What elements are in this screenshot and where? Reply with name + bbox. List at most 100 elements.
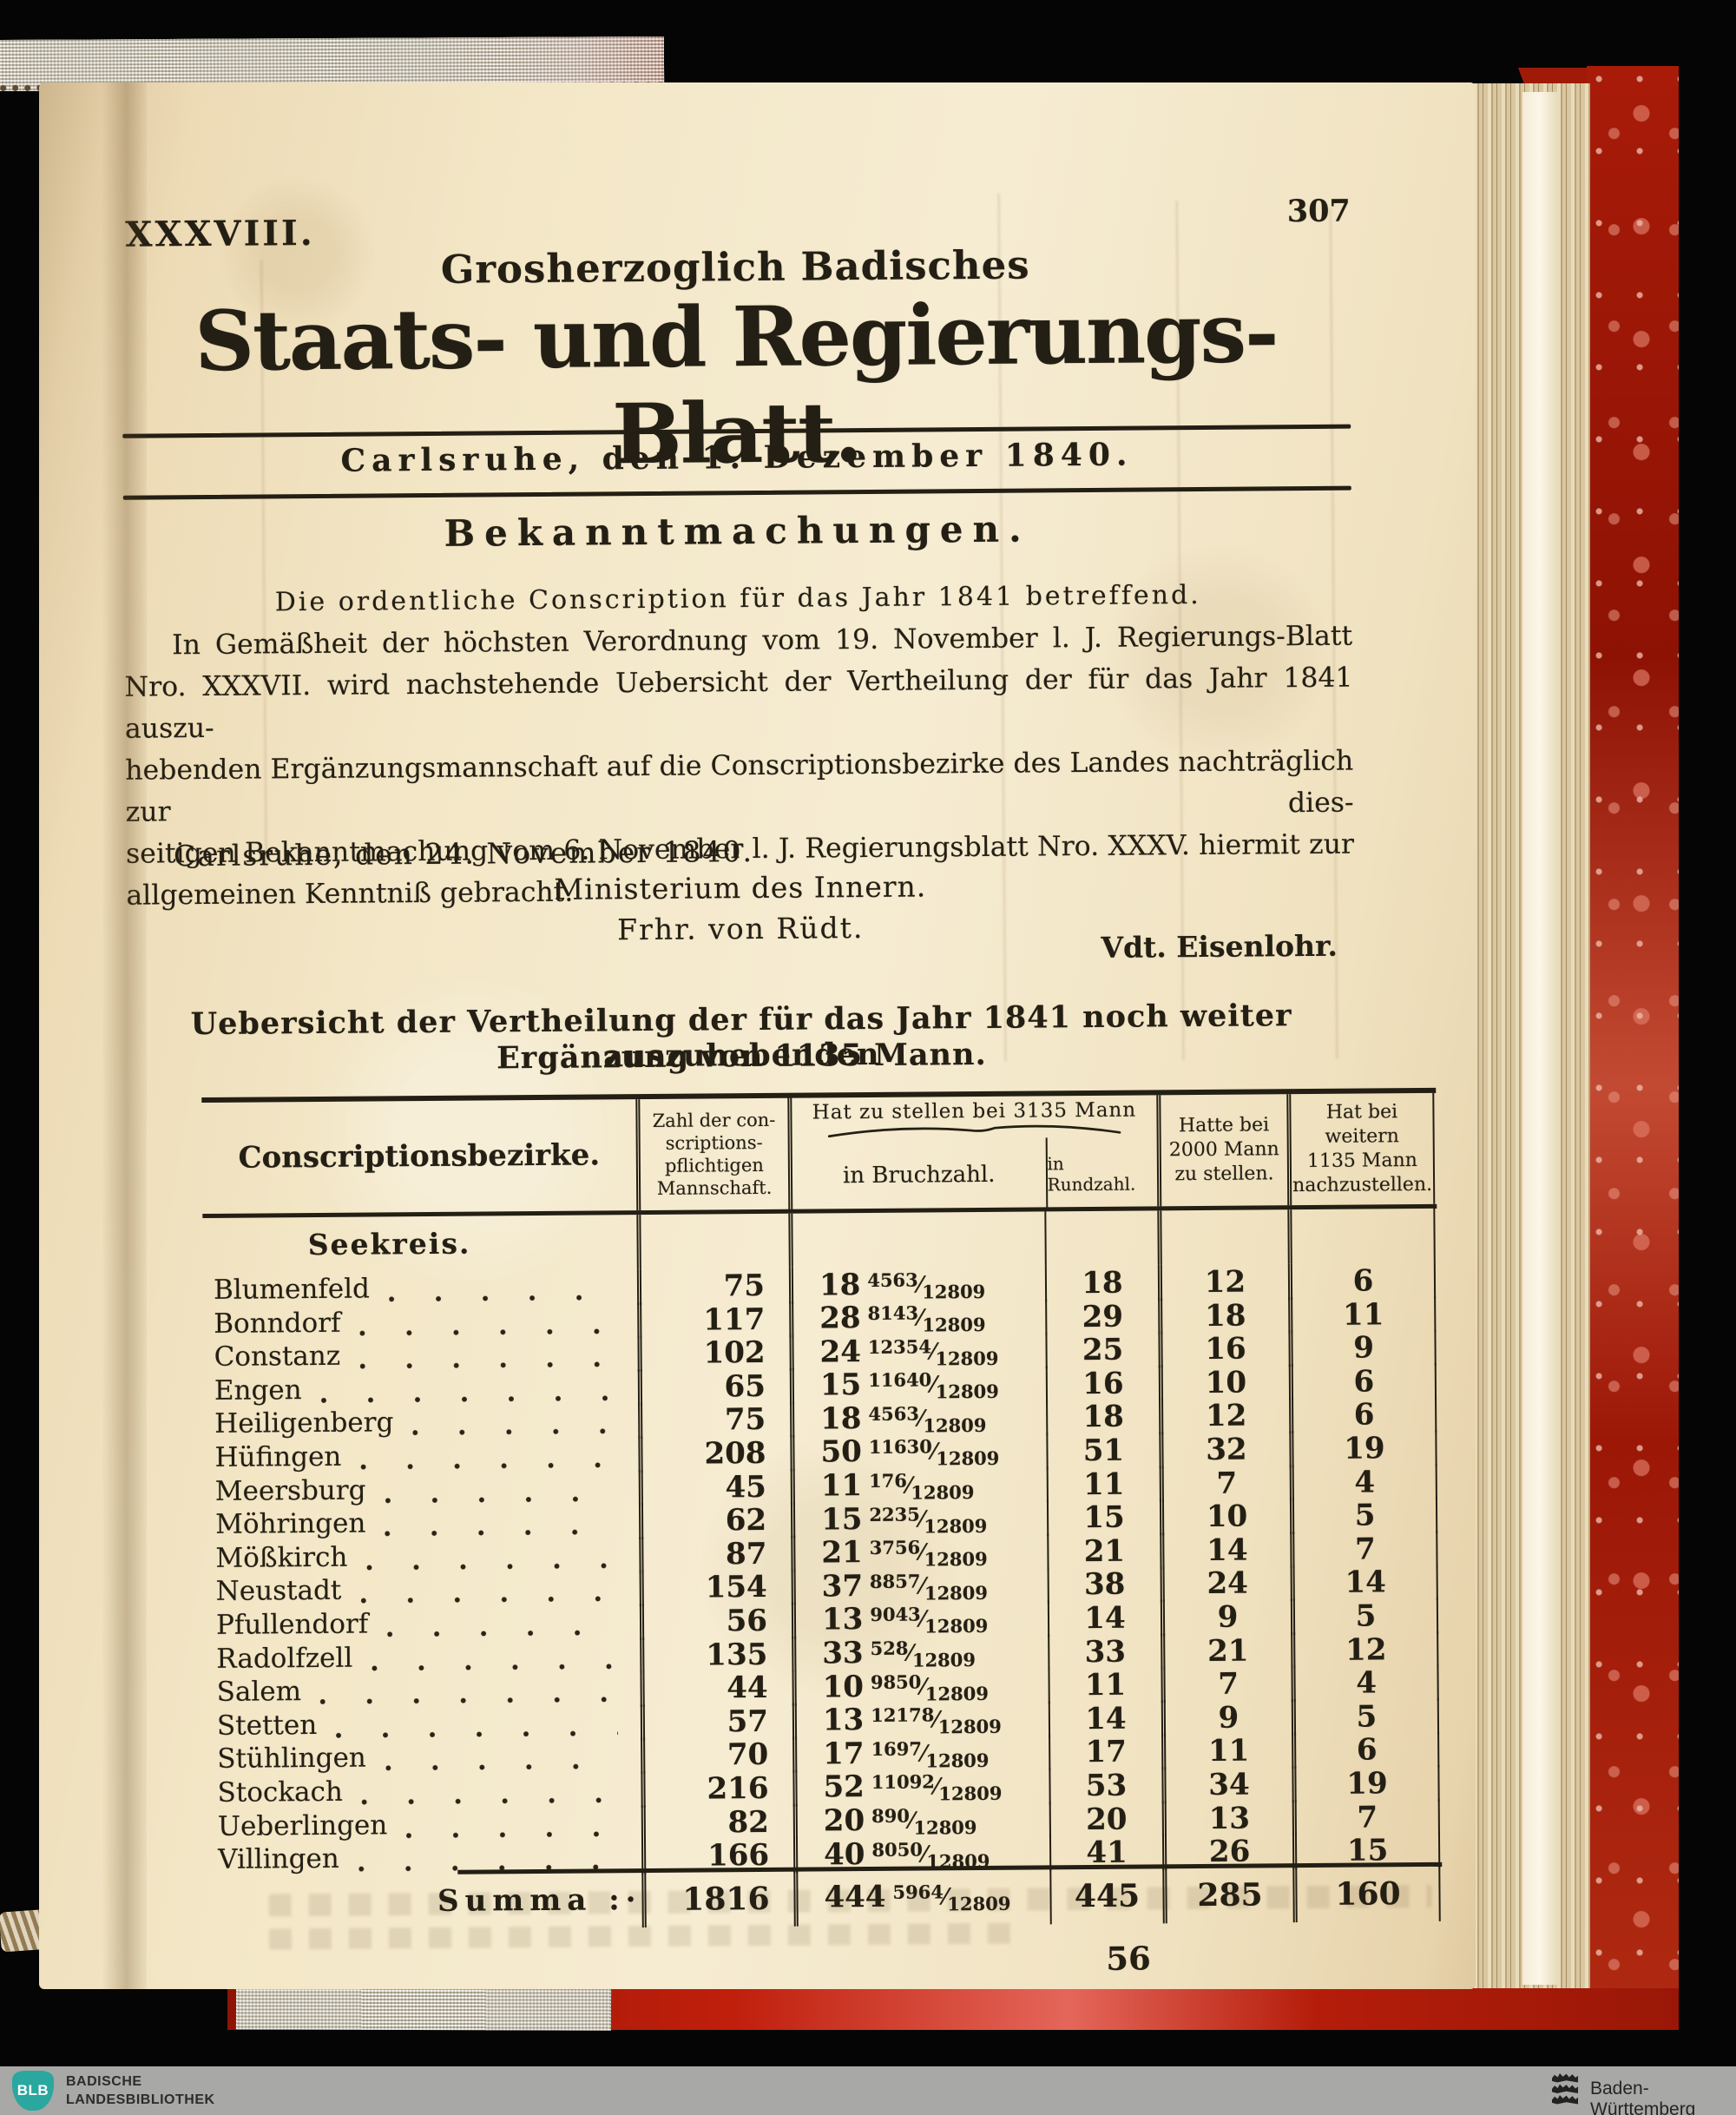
district-name: Möhringen [214, 1507, 366, 1541]
col-header-districts: Conscriptionsbezirke. [238, 1137, 601, 1176]
district-name-cell: Villingen [207, 1835, 641, 1881]
fraction-cell: 1117612809 [795, 1466, 1047, 1504]
blb-library-name: BADISCHE LANDESBIBLIOTHEK [66, 2072, 215, 2109]
col-header-count: Zahl der con- scriptions- pflichtigen Ma… [652, 1109, 776, 1199]
had-value: 14 [1207, 1532, 1248, 1568]
fraction-cell: 10985012809 [796, 1668, 1048, 1705]
count-value: 56 [726, 1603, 768, 1639]
brace-icon [827, 1124, 1121, 1138]
district-name: Stühlingen [217, 1742, 366, 1776]
count-value: 82 [727, 1804, 769, 1840]
fraction-cell: 2089012809 [798, 1802, 1049, 1839]
round-value: 29 [1082, 1299, 1124, 1334]
addl-value: 5 [1355, 1598, 1377, 1634]
lion-icon [1552, 2073, 1578, 2083]
district-name: Bonndorf [214, 1307, 341, 1340]
fraction-cell: 17169712809 [797, 1735, 1049, 1772]
addl-value: 9 [1353, 1330, 1375, 1366]
district-name: Engen [214, 1374, 302, 1407]
had-value: 34 [1208, 1767, 1250, 1802]
count-value: 44 [727, 1670, 768, 1706]
addl-value: 11 [1342, 1296, 1384, 1333]
district-name: Blumenfeld [213, 1273, 371, 1306]
table-header-row: Conscriptionsbezirke. Zahl der con- scri… [201, 1091, 1437, 1219]
round-value: 51 [1082, 1433, 1125, 1469]
body-line: Nro. XXXVII. wird nachstehende Uebersich… [124, 662, 1353, 745]
count-value: 70 [727, 1737, 769, 1773]
count-value: 208 [704, 1435, 766, 1472]
col-header-bruchzahl: in Bruchzahl. [842, 1161, 996, 1189]
section-heading: Bekanntmachungen. [444, 507, 1031, 555]
group-subheaders: in Bruchzahl. in Rundzahl. [792, 1137, 1158, 1212]
district-name: Salem [216, 1676, 302, 1709]
sheet-number: 56 [1106, 1939, 1152, 1978]
rule-divider [122, 485, 1351, 500]
count-value: 62 [725, 1503, 767, 1538]
addl-value: 6 [1356, 1732, 1378, 1768]
fraction-cell: 15223512809 [795, 1500, 1047, 1538]
count-value: 45 [725, 1469, 766, 1505]
blb-logo: BLB [12, 2071, 54, 2111]
had-value: 12 [1204, 1264, 1246, 1300]
fraction-cell: 37885712809 [796, 1567, 1048, 1604]
had-value: 12 [1205, 1398, 1247, 1434]
blb-logo-text: BLB [16, 2082, 49, 2099]
count-value: 87 [725, 1536, 767, 1572]
fraction-cell: 521109212809 [797, 1769, 1049, 1806]
count-value: 75 [723, 1268, 766, 1304]
count-value: 216 [707, 1770, 769, 1807]
body-line: hebenden Ergänzungsmannschaft auf die Co… [125, 745, 1354, 828]
round-value: 20 [1085, 1802, 1128, 1837]
round-value: 18 [1082, 1400, 1124, 1435]
had-value: 7 [1218, 1666, 1240, 1702]
had-value: 32 [1206, 1432, 1247, 1467]
fraction-cell: 13904312809 [796, 1601, 1048, 1638]
blb-line1: BADISCHE [66, 2074, 142, 2089]
district-name: Stetten [216, 1709, 318, 1742]
round-value: 11 [1082, 1466, 1125, 1502]
round-value: 33 [1084, 1634, 1127, 1670]
fraction-cell: 18456312809 [794, 1400, 1046, 1437]
addl-value: 4 [1354, 1464, 1376, 1500]
addl-value: 4 [1356, 1665, 1378, 1701]
round-value: 14 [1085, 1701, 1127, 1736]
had-value: 10 [1206, 1499, 1248, 1535]
place-date: Carlsruhe, den 24. November 1840. [173, 834, 754, 873]
blb-line2: LANDESBIBLIOTHEK [66, 2092, 215, 2107]
count-value: 75 [724, 1402, 766, 1438]
addl-value: 12 [1345, 1631, 1387, 1668]
count-value: 154 [705, 1570, 767, 1605]
group-header-label: Hat zu stellen bei 3135 Mann [812, 1098, 1137, 1124]
addl-value: 7 [1354, 1532, 1376, 1567]
section-row: Seekreis. [202, 1208, 1437, 1272]
round-value: 38 [1083, 1567, 1126, 1603]
round-value: 15 [1083, 1499, 1125, 1536]
col-header-had: Hatte bei 2000 Mann zu stellen. [1168, 1114, 1279, 1186]
page-fore-edge [1522, 92, 1557, 1985]
fraction-cell: 3352812809 [796, 1634, 1048, 1671]
subject-line: Die ordentliche Conscription für das Jah… [274, 579, 1201, 618]
addl-value: 6 [1353, 1364, 1375, 1400]
section-label: Seekreis. [307, 1226, 471, 1262]
district-name: Hüfingen [214, 1440, 342, 1473]
round-value: 16 [1082, 1366, 1124, 1401]
table-body: Blumenfeld 75 18456312809 18 12 6 [203, 1262, 1442, 1875]
summa-had: 285 [1197, 1876, 1263, 1914]
col-header-group: Hat zu stellen bei 3135 Mann in Bruchzah… [787, 1091, 1158, 1213]
fraction-cell: 131217812809 [797, 1702, 1049, 1739]
summa-round: 445 [1074, 1877, 1141, 1914]
count-value: 102 [703, 1335, 766, 1371]
summa-fraction: 444596412809 [798, 1879, 1049, 1916]
had-value: 10 [1205, 1365, 1247, 1400]
addl-value: 6 [1352, 1263, 1374, 1299]
fraction-cell: 151164012809 [794, 1367, 1046, 1404]
page-content: XXXVIII. 307 Grosherzoglich Badisches St… [33, 77, 1484, 1995]
addl-value: 19 [1346, 1766, 1388, 1802]
had-value: 9 [1217, 1599, 1239, 1635]
addl-value: 14 [1345, 1565, 1387, 1601]
count-value: 57 [727, 1703, 769, 1740]
book-page-edges [1474, 83, 1590, 1988]
conscription-table: Conscriptionsbezirke. Zahl der con- scri… [201, 1087, 1443, 1931]
fraction-cell: 241235412809 [793, 1333, 1045, 1370]
